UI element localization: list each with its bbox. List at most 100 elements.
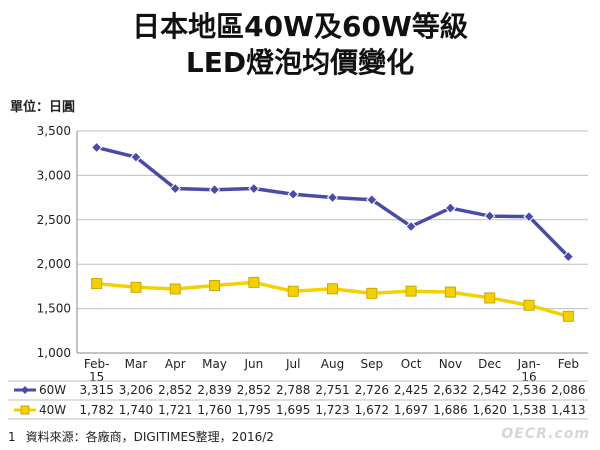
data-label-40W: 1,760 [197,403,231,417]
x-tick-label: Jul [285,357,300,371]
y-axis: 1,000 1,500 2,000 2,500 3,000 3,500 [37,124,78,360]
x-axis: Feb-15 Mar Apr May Jun Jul Aug Sep Oct Nov Dec Jan-… [77,352,588,384]
data-label-60W: 2,751 [315,383,349,397]
data-label-40W: 1,782 [79,403,113,417]
legend-key-marker-60W [21,386,29,394]
y-tick-label: 1,500 [37,302,71,316]
chart-title-line1: 日本地區40W及60W等級 [132,10,468,43]
data-label-60W: 3,315 [79,383,113,397]
data-point-40W [484,292,496,304]
data-label-60W: 2,632 [433,383,467,397]
source-text: 資料來源：各廠商，DIGITIMES整理，2016/2 [25,430,274,444]
data-point-60W [523,210,535,223]
data-point-60W [562,250,575,263]
data-point-40W [327,283,338,295]
x-tick-label-line: Jul [285,357,300,371]
legend-label-40W: 40W [39,403,66,417]
data-label-40W: 1,695 [276,403,310,417]
y-tick-label: 3,500 [37,124,71,138]
data-label-40W: 1,721 [158,403,192,417]
data-point-60W [90,141,103,154]
data-label-40W: 1,795 [237,403,271,417]
data-label-60W: 2,852 [237,383,271,397]
data-label-60W: 2,425 [394,383,428,397]
data-point-40W [562,310,574,322]
x-tick-label-line: Jan- [517,357,541,371]
x-tick-label-line: Dec [478,357,501,371]
data-point-60W [287,188,299,200]
x-tick-label: Sep [360,357,383,371]
series-lines [90,141,575,322]
data-point-60W [444,202,457,214]
data-point-60W [169,182,181,195]
data-label-60W: 3,206 [119,383,153,397]
data-label-40W: 1,413 [551,403,585,417]
x-tick-label-line: Sep [360,357,383,371]
data-point-40W [248,276,260,288]
x-tick-label: Aug [321,357,344,371]
x-tick-label-line: Aug [321,357,344,371]
data-point-40W [444,286,456,298]
y-tick-label: 3,000 [37,168,71,182]
x-tick-label: Oct [401,357,422,371]
x-tick-label-line: Mar [125,357,148,371]
data-point-60W [405,220,417,233]
x-tick-label-line: May [202,357,227,371]
source-note: 1 資料來源：各廠商，DIGITIMES整理，2016/2 [8,428,274,445]
x-tick-label: Feb [558,357,579,371]
x-tick-label: Mar [125,357,148,371]
x-tick-label-line: 16 [521,370,536,384]
data-label-40W: 1,538 [512,403,546,417]
data-table: 60W 3,315 3,206 2,852 2,839 2,852 2,788 2,751 2,… [8,380,588,420]
data-point-60W [248,182,260,195]
data-label-40W: 1,672 [355,403,389,417]
chart-title-line2: LED燈泡均價變化 [185,46,415,79]
data-label-60W: 2,788 [276,383,310,397]
x-tick-label: Jan-16 [517,357,541,384]
data-point-40W [366,287,378,299]
data-point-60W [326,191,339,204]
data-label-40W: 1,620 [473,403,507,417]
data-label-40W: 1,697 [394,403,428,417]
data-label-60W: 2,726 [355,383,389,397]
data-point-40W [169,283,181,295]
x-tick-label: Nov [439,357,462,371]
x-tick-label: Dec [478,357,501,371]
data-point-40W [287,285,299,297]
data-label-40W: 1,723 [315,403,349,417]
y-tick-label: 2,500 [37,213,71,227]
gridlines [77,130,588,354]
x-tick-label-line: Nov [439,357,462,371]
data-label-40W: 1,686 [433,403,467,417]
data-point-60W [208,183,221,196]
data-point-60W [484,210,496,222]
x-tick-label-line: Feb- [84,357,110,371]
x-tick-label-line: Jun [244,357,264,371]
x-tick-label: May [202,357,227,371]
data-point-40W [91,278,103,290]
x-tick-label: Feb-15 [84,357,110,384]
x-tick-label: Jun [244,357,264,371]
data-point-40W [209,280,221,292]
data-label-60W: 2,086 [551,383,585,397]
data-point-40W [130,281,142,293]
data-label-60W: 2,839 [197,383,231,397]
y-tick-label: 1,000 [37,346,71,360]
y-tick-label: 2,000 [37,257,71,271]
data-label-60W: 2,542 [473,383,507,397]
data-point-60W [366,194,378,206]
x-tick-label-line: Oct [401,357,422,371]
footnote-number: 1 [8,430,16,444]
legend-label-60W: 60W [39,383,66,397]
data-label-60W: 2,536 [512,383,546,397]
legend-key-marker-40W [20,405,30,415]
x-tick-label-line: 15 [89,370,104,384]
x-tick-label-line: Feb [558,357,579,371]
data-point-40W [405,285,417,297]
watermark-text: OECR.com [501,426,590,442]
unit-label: 單位：日圓 [10,100,76,115]
data-label-60W: 2,852 [158,383,192,397]
x-tick-label: Apr [165,357,186,371]
data-label-40W: 1,740 [119,403,153,417]
